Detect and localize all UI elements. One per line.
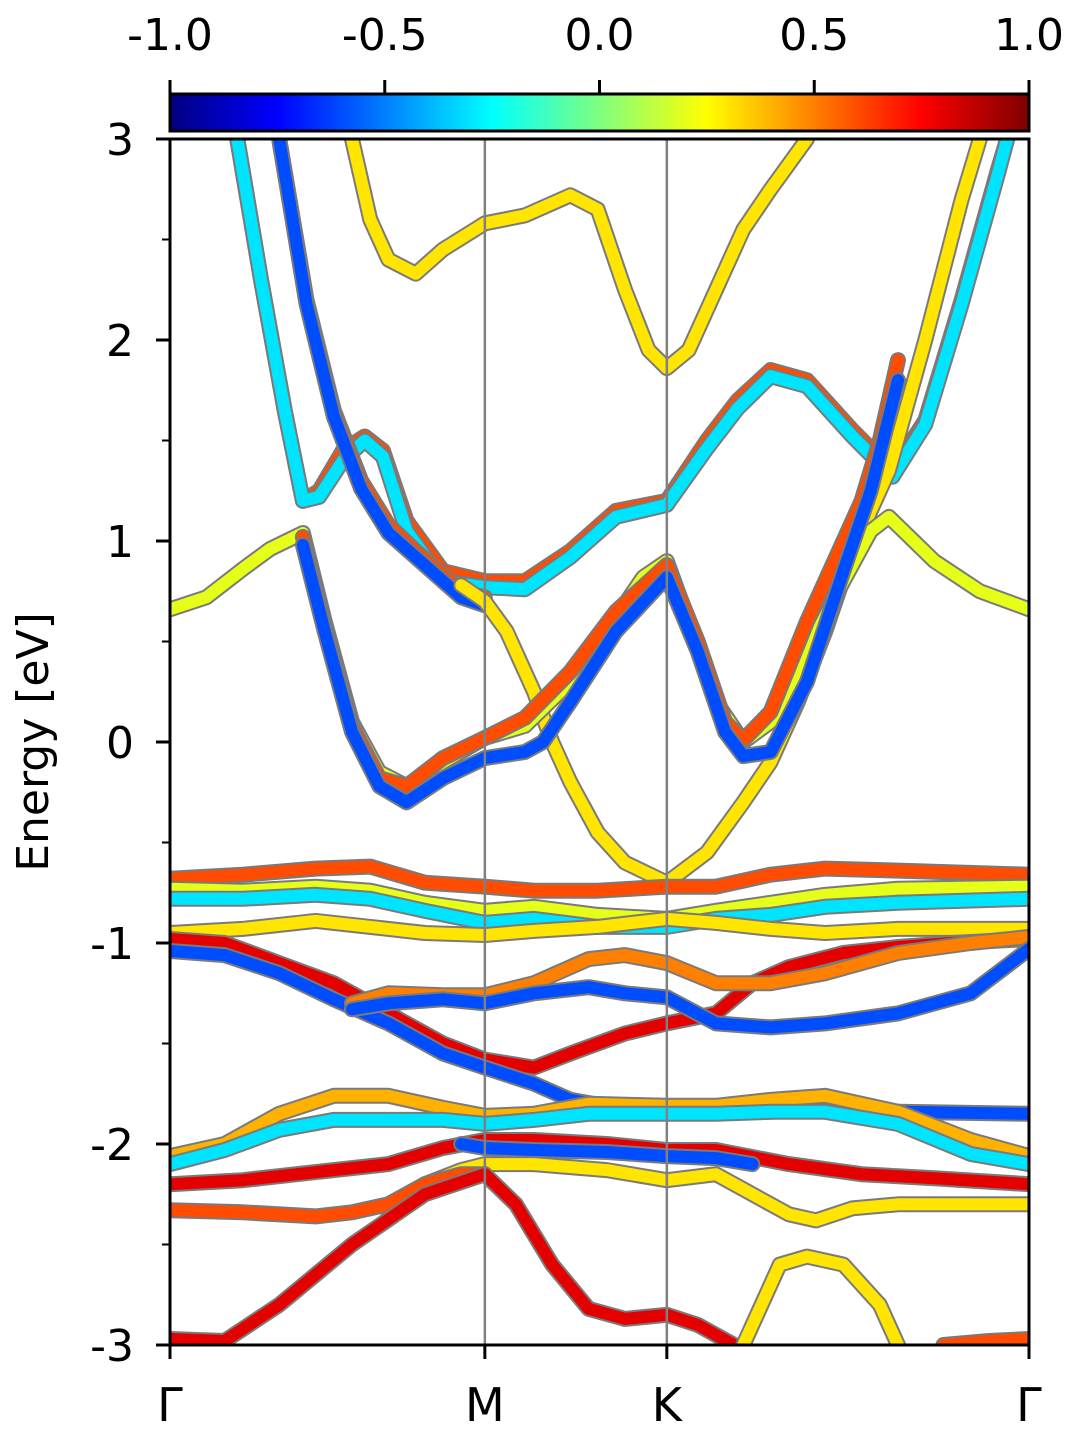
kpoint-label: Γ <box>1016 1378 1042 1432</box>
y-tick-label: 2 <box>106 316 134 367</box>
colorbar: -1.0 -0.5 0.0 0.5 1.0 <box>127 10 1064 133</box>
band-line <box>296 354 904 793</box>
band-line <box>170 1168 741 1345</box>
y-tick-label: 0 <box>106 718 134 769</box>
band-outline <box>170 943 1029 1122</box>
band-outline <box>453 139 988 891</box>
band-line <box>170 933 1029 1074</box>
kpoint-label: K <box>652 1378 684 1432</box>
colorbar-tick-label: 1.0 <box>994 10 1064 61</box>
band-line <box>170 1105 1029 1171</box>
band-line <box>170 860 1029 897</box>
band-line <box>296 374 904 809</box>
band-line <box>170 912 1029 941</box>
colorbar-tick-label: 0.5 <box>779 10 849 61</box>
y-tick-label: 3 <box>106 115 134 166</box>
plot-area: 3 2 1 0 -1 -2 -3 Γ M K Γ <box>90 115 1042 1432</box>
y-tick-label: -3 <box>90 1321 134 1372</box>
y-tick-label: -2 <box>90 1120 134 1171</box>
y-tick-label: 1 <box>106 517 134 568</box>
band-line <box>346 139 813 375</box>
colorbar-tick-label: -0.5 <box>342 10 428 61</box>
kpoint-label: Γ <box>157 1378 183 1432</box>
band-line <box>346 943 1029 1034</box>
y-tick-label: -1 <box>90 919 134 970</box>
band-line <box>170 880 1029 925</box>
colorbar-tick-label: 0.0 <box>565 10 635 61</box>
colorbar-gradient <box>168 92 1031 133</box>
band-line <box>273 139 491 612</box>
band-outline <box>294 372 906 811</box>
kpoint-label: M <box>465 1378 505 1432</box>
band-line <box>455 139 986 889</box>
band-line <box>170 1134 1029 1191</box>
y-axis-label: Energy [eV] <box>8 612 59 872</box>
colorbar-tick-label: -1.0 <box>127 10 213 61</box>
band-outline <box>294 352 906 795</box>
band-line <box>737 1250 904 1345</box>
band-line <box>170 1089 1029 1163</box>
